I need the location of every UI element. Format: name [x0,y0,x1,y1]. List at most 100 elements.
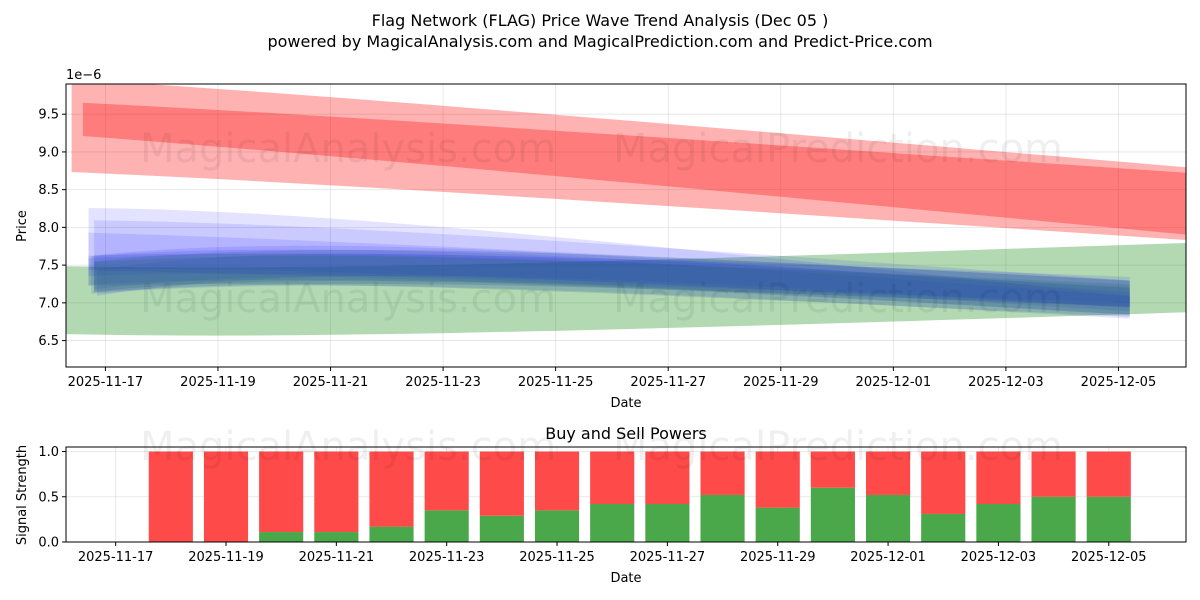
price-y-tick-label: 9.5 [38,108,59,123]
buy-bar [645,504,690,542]
price-band-teal-2 [94,256,1130,308]
price-x-tick-label: 2025-12-05 [1081,375,1157,390]
price-grid [66,84,1186,367]
sell-bar [810,451,855,488]
price-band-blue-7 [88,253,1130,304]
price-x-tick-label: 2025-11-23 [405,375,481,390]
buy-bar [259,532,304,542]
buy-bar [755,507,800,542]
signal-y-tick-label: 0.5 [38,490,59,505]
signal-x-tick-label: 2025-11-23 [409,550,485,565]
signal-x-tick-label: 2025-11-25 [519,550,595,565]
buy-bar [314,532,359,542]
buy-bar [921,513,966,542]
price-band-blue-5 [94,245,1130,312]
sell-bar [369,451,414,527]
buy-bar [700,494,745,542]
buy-bar [866,494,911,542]
signal-x-tick-label: 2025-11-21 [299,550,375,565]
signal-x-ticks: 2025-11-17 2025-11-19 2025-11-21 2025-11-23… [78,542,1147,565]
price-x-ticks: 2025-11-17 2025-11-19 2025-11-21 2025-11-23… [68,367,1157,390]
signal-y-axis-label: Signal Strength [15,445,30,545]
price-band-teal-1 [94,249,1130,315]
price-y-tick-label: 8.0 [38,221,59,236]
price-y-tick-label: 9.0 [38,145,59,160]
price-bands [66,84,1186,336]
sell-bar [976,451,1021,504]
buy-bar [976,504,1021,542]
signal-x-tick-label: 2025-11-19 [188,550,264,565]
price-plot: MagicalAnalysis.com MagicalPrediction.co… [15,68,1187,411]
sell-bar [755,451,800,508]
sell-bar [148,451,193,542]
sell-bar [590,451,635,504]
sell-bar [259,451,304,533]
sell-bar [700,451,745,495]
price-band-red-outer [71,84,1186,240]
chart-title: Flag Network (FLAG) Price Wave Trend Ana… [372,11,829,30]
sell-bar [866,451,911,495]
price-band-green [66,242,1186,336]
sell-bar [314,451,359,533]
buy-bar [424,510,469,542]
price-band-red-inner [82,102,1186,235]
price-x-tick-label: 2025-11-17 [68,375,144,390]
price-x-axis-label: Date [610,396,641,411]
buy-bar [590,504,635,542]
price-x-tick-label: 2025-11-27 [630,375,706,390]
buy-bar [534,510,580,542]
price-x-tick-label: 2025-12-01 [856,375,932,390]
price-band-blue-2 [94,220,1130,307]
buy-bar [1031,496,1076,542]
price-y-ticks: 6.5 7.0 7.5 8.0 8.5 9.0 9.5 [38,108,66,349]
chart-subtitle: powered by MagicalAnalysis.com and Magic… [267,32,932,51]
signal-x-tick-label: 2025-11-17 [78,550,154,565]
price-x-tick-label: 2025-11-25 [518,375,594,390]
signal-x-axis-label: Date [610,571,641,586]
sell-bar [424,451,469,511]
buy-bar [810,487,855,542]
watermark-analysis-top: MagicalAnalysis.com [140,126,556,172]
buy-bar [369,526,414,542]
sell-bar [1031,451,1076,497]
price-band-blue-4 [88,232,1130,307]
signal-y-tick-label: 0.0 [38,536,59,551]
price-band-blue-3 [91,249,1130,319]
watermark-prediction-top: MagicalPrediction.com [613,126,1063,172]
price-y-axis-label: Price [15,210,30,242]
price-plot-frame [65,83,1187,368]
signal-y-ticks: 0.0 0.5 1.0 [38,445,66,551]
signal-x-tick-label: 2025-12-03 [961,550,1037,565]
sell-bar [645,451,690,504]
price-x-tick-label: 2025-11-19 [180,375,256,390]
signal-x-tick-label: 2025-12-01 [850,550,926,565]
signal-chart-title: Buy and Sell Powers [545,424,707,443]
price-band-blue-6 [97,253,1130,308]
watermark-prediction-mid: MagicalPrediction.com [613,276,1063,322]
price-band-blue-1 [88,208,1130,315]
price-y-tick-label: 7.0 [38,296,59,311]
buy-bar [479,515,524,542]
price-x-tick-label: 2025-11-29 [743,375,819,390]
signal-x-tick-label: 2025-11-29 [740,550,816,565]
signal-x-tick-label: 2025-12-05 [1071,550,1147,565]
price-y-tick-label: 7.5 [38,259,59,274]
signal-plot: Buy and Sell Powers MagicalAnalysis.com … [15,424,1187,586]
price-band-teal-3 [88,253,1130,317]
price-y-multiplier: 1e−6 [66,68,101,83]
sell-bar [1086,451,1131,497]
signal-bars [148,451,1131,542]
price-x-tick-label: 2025-11-21 [293,375,369,390]
sell-bar [534,451,580,511]
signal-y-tick-label: 1.0 [38,445,59,460]
price-y-tick-label: 8.5 [38,183,59,198]
watermark-analysis-mid: MagicalAnalysis.com [140,276,556,322]
sell-bar [479,451,524,516]
sell-bar [203,451,249,542]
sell-bar [921,451,966,514]
buy-bar [1086,496,1131,542]
price-y-tick-label: 6.5 [38,334,59,349]
price-x-tick-label: 2025-12-03 [968,375,1044,390]
